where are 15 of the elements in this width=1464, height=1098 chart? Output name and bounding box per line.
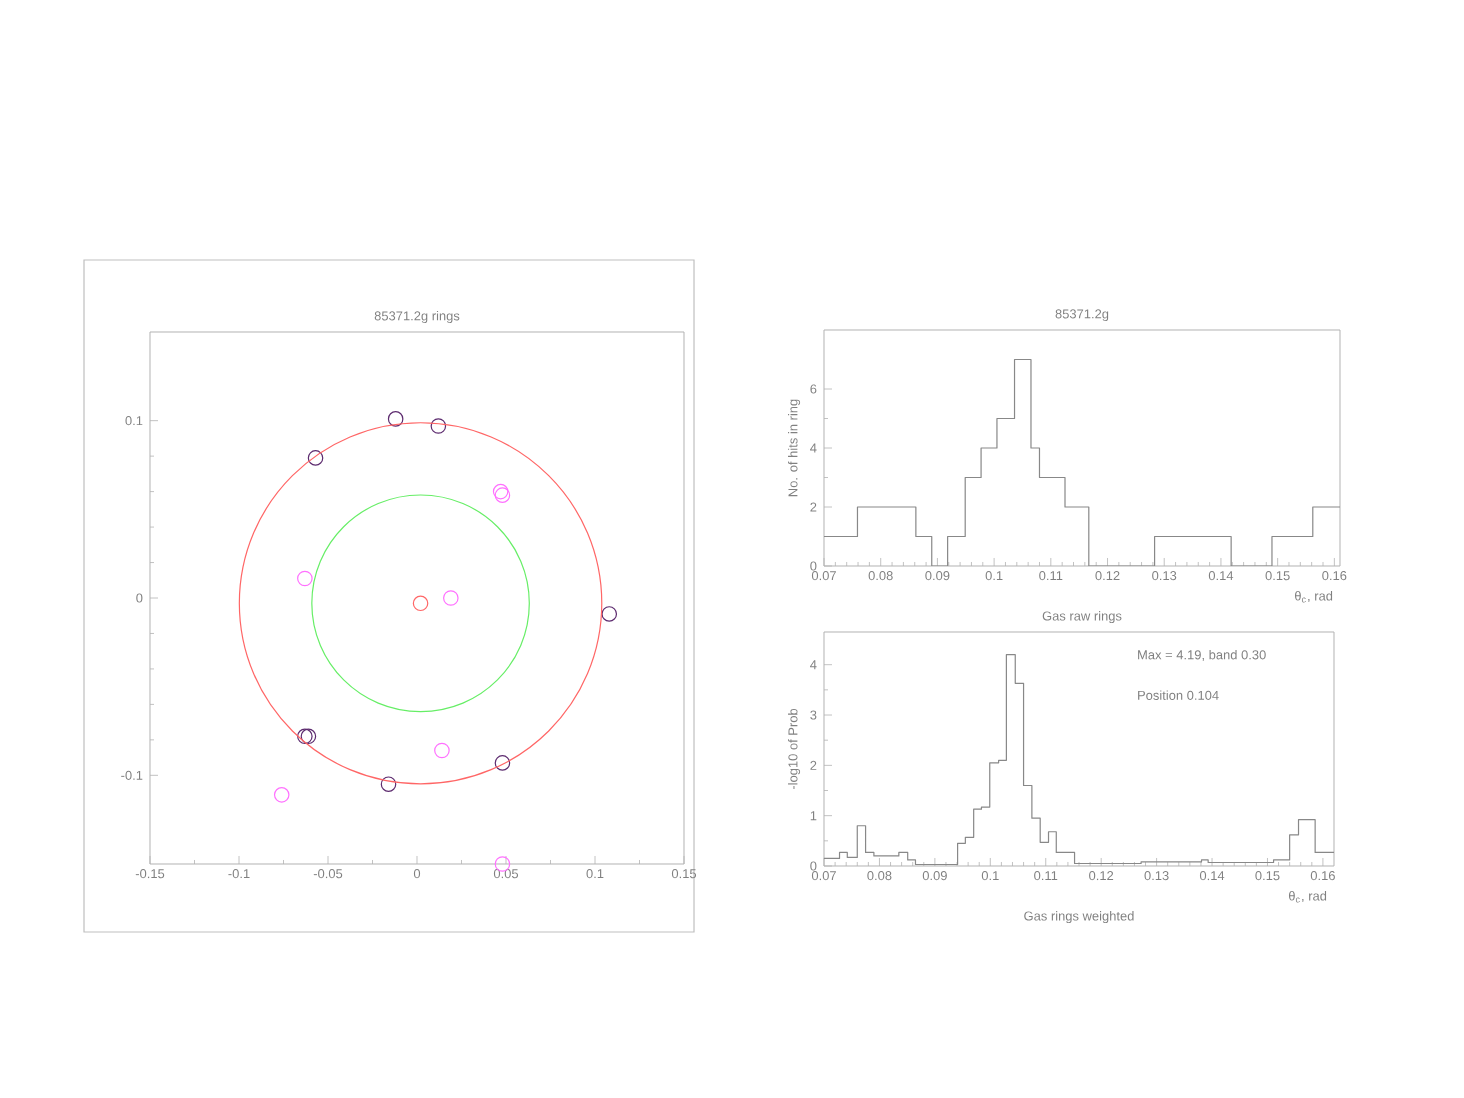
point [443,590,459,606]
point [434,742,450,759]
point [300,728,317,745]
point [387,411,404,427]
point [297,728,313,745]
point [297,570,313,587]
point [430,418,447,434]
point [380,776,397,792]
point [494,487,511,503]
point [492,483,509,500]
point [601,606,618,622]
point [494,755,511,771]
point [307,450,324,466]
point [238,422,603,785]
point [273,787,290,803]
